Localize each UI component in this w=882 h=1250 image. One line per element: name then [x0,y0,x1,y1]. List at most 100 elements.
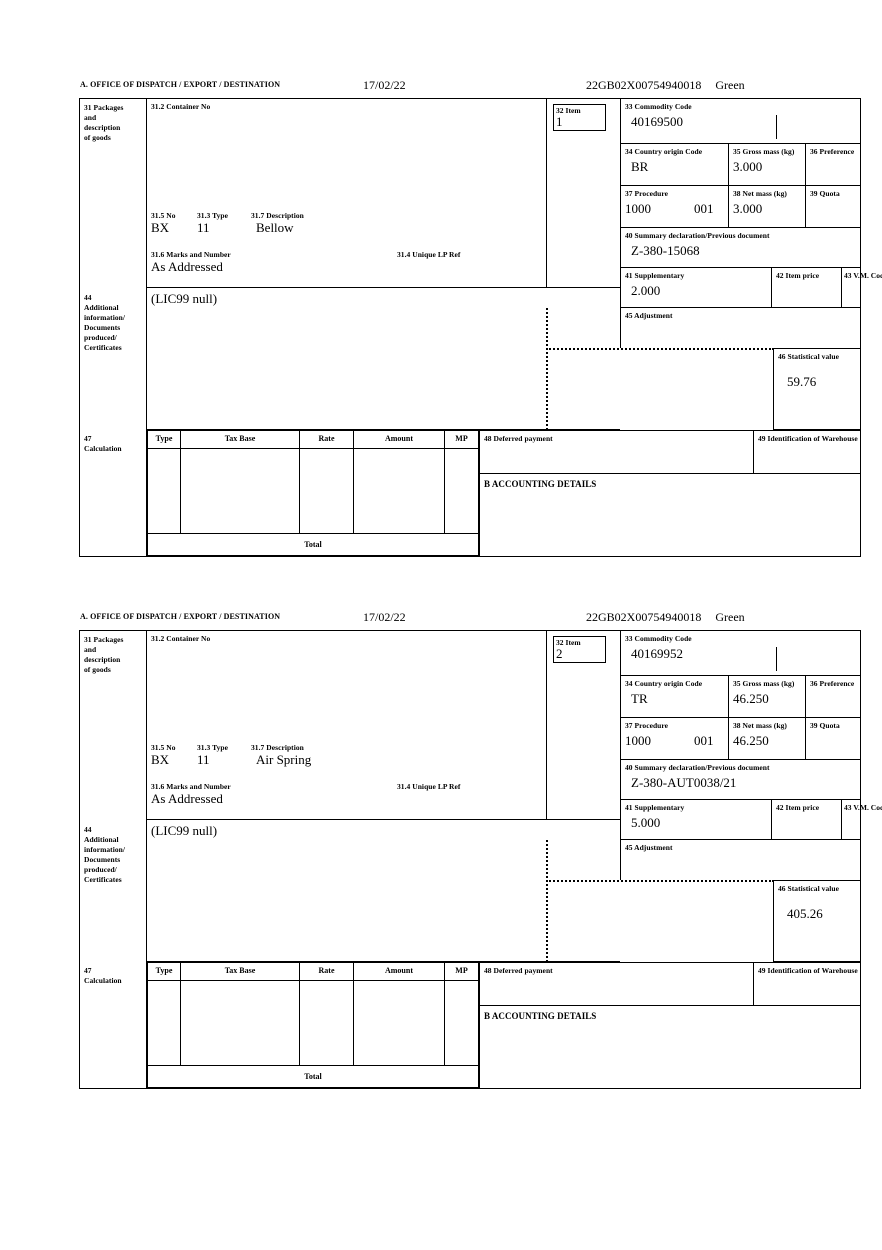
box-31-6-marks-value: As Addressed [151,259,223,274]
box-44-label-cell: 44 Additional information/ Documents pro… [80,288,147,430]
box-44-label-line-6: Certificates [84,343,122,352]
box-31-label-line-3: description [84,123,121,132]
box-44-label-line-1: 44 [84,825,92,834]
calc-col-tax-base-header: Tax Base [181,963,300,980]
box-31-4-unique-lp-ref-label: 31.4 Unique LP Ref [397,250,461,259]
route-lane: Green [715,78,745,92]
box-38-value: 46.250 [733,733,769,748]
box-43-label: 43 V.M. Code [844,271,882,280]
declaration-reference: 22GB02X00754940018 Green [586,78,745,93]
box-37-value: 1000 [625,733,651,748]
box-44-label-cell: 44 Additional information/ Documents pro… [80,820,147,962]
box-37-procedure-cell: 37 Procedure 1000 001 [620,186,728,228]
box-44-label-line-6: Certificates [84,875,122,884]
box-31-goods-area: 31.2 Container No 31.5 No 31.3 Type 31.7… [147,99,546,288]
calculation-body-row [148,449,478,533]
box-47-calculation-table: Type Tax Base Rate Amount MP Total [147,962,479,1089]
calc-cell-tax-base[interactable] [181,981,300,1065]
box-31-label-line-4: of goods [84,665,111,674]
box-45-dotted-horizontal-rule [546,348,774,350]
calc-cell-rate[interactable] [300,449,354,533]
box-37-value-secondary: 001 [694,733,714,748]
declaration-reference: 22GB02X00754940018 Green [586,610,745,625]
calc-cell-type[interactable] [148,981,181,1065]
box-b-label: B ACCOUNTING DETAILS [484,1011,597,1021]
box-31-label-line-3: description [84,655,121,664]
box-43-vm-code-cell: 43 V.M. Code [841,268,882,308]
calc-col-rate-header: Rate [300,431,354,448]
box-40-value: Z-380-AUT0038/21 [631,775,737,790]
box-40-label: 40 Summary declaration/Previous document [625,763,770,772]
calc-cell-mp[interactable] [445,981,478,1065]
calc-cell-amount[interactable] [354,981,445,1065]
box-44-label-line-5: produced/ [84,333,117,342]
box-44-value: (LIC99 null) [151,823,218,838]
calculation-grid: Type Tax Base Rate Amount MP [147,430,479,534]
box-47-label-cell: 47 Calculation [80,962,147,1089]
calc-cell-amount[interactable] [354,449,445,533]
route-lane: Green [715,610,745,624]
box-35-value: 46.250 [733,691,769,706]
box-32-item-cell: 32 Item 2 [546,631,620,820]
box-31-6-marks-label: 31.6 Marks and Number [151,250,231,259]
box-44-label: 44 Additional information/ Documents pro… [84,825,146,885]
calc-cell-mp[interactable] [445,449,478,533]
form-body: 31 Packages and description of goods 31.… [79,630,882,1089]
box-b-label: B ACCOUNTING DETAILS [484,479,597,489]
calc-cell-rate[interactable] [300,981,354,1065]
box-44-label-line-5: produced/ [84,865,117,874]
box-47-calculation-table: Type Tax Base Rate Amount MP Total [147,430,479,557]
box-33-label: 33 Commodity Code [625,634,692,643]
box-36-label: 36 Preference [810,147,855,156]
declaration-date: 17/02/22 [363,610,406,624]
box-31-label-line-2: and [84,645,97,654]
calculation-header-row: Type Tax Base Rate Amount MP [148,431,478,449]
box-b-accounting-details-cell: B ACCOUNTING DETAILS [479,474,861,557]
box-31-3-type-label: 31.3 Type [197,743,229,752]
box-45-dotted-horizontal-rule [546,880,774,882]
box-33-commodity-code-cell: 33 Commodity Code 40169500 [620,99,861,144]
box-31-7-description-label: 31.7 Description [251,743,304,752]
box-31-goods-area: 31.2 Container No 31.5 No 31.3 Type 31.7… [147,631,546,820]
box-45-label: 45 Adjustment [625,843,673,852]
calc-cell-tax-base[interactable] [181,449,300,533]
box-35-value: 3.000 [733,159,763,174]
box-40-value: Z-380-15068 [631,243,700,258]
box-35-gross-mass-cell: 35 Gross mass (kg) 46.250 [728,676,805,718]
box-47-label-line-2: Calculation [84,976,122,985]
box-33-value: 40169500 [631,114,683,129]
calc-col-tax-base-header: Tax Base [181,431,300,448]
box-32-item-value: 1 [556,114,563,129]
box-42-item-price-cell: 42 Item price [771,800,841,840]
box-45-dotted-vertical-rule [546,308,548,430]
box-46-statistical-value-cell: 46 Statistical value 405.26 [773,880,861,962]
box-41-label: 41 Supplementary [625,271,685,280]
box-45-label: 45 Adjustment [625,311,673,320]
box-31-label-cell: 31 Packages and description of goods [80,99,147,288]
calc-cell-type[interactable] [148,449,181,533]
box-41-supplementary-cell: 41 Supplementary 2.000 [620,268,771,308]
box-42-label: 42 Item price [776,803,820,812]
box-34-label: 34 Country origin Code [625,147,703,156]
office-of-dispatch-label: A. OFFICE OF DISPATCH / EXPORT / DESTINA… [80,612,281,621]
box-38-value: 3.000 [733,201,763,216]
box-47-label-line-2: Calculation [84,444,122,453]
box-32-item-label: 32 Item [556,638,581,647]
box-38-label: 38 Net mass (kg) [733,189,787,198]
box-31-3-type-label: 31.3 Type [197,211,229,220]
box-47-label: 47 Calculation [84,966,146,986]
box-33-divider-tick [776,647,777,671]
box-32-item-box: 32 Item 1 [553,104,606,131]
box-46-label: 46 Statistical value [778,352,839,361]
calc-col-mp-header: MP [455,434,468,443]
box-39-quota-cell: 39 Quota [805,186,861,228]
box-41-value: 2.000 [631,283,661,298]
box-31-label-line-1: 31 Packages [84,635,124,644]
form-header: A. OFFICE OF DISPATCH / EXPORT / DESTINA… [79,610,863,630]
calculation-body-row [148,981,478,1065]
box-34-country-origin-cell: 34 Country origin Code BR [620,144,728,186]
box-49-label: 49 Identification of Warehouse [758,966,858,975]
box-45-dotted-vertical-rule [546,840,548,962]
calc-col-type-header: Type [148,431,181,448]
